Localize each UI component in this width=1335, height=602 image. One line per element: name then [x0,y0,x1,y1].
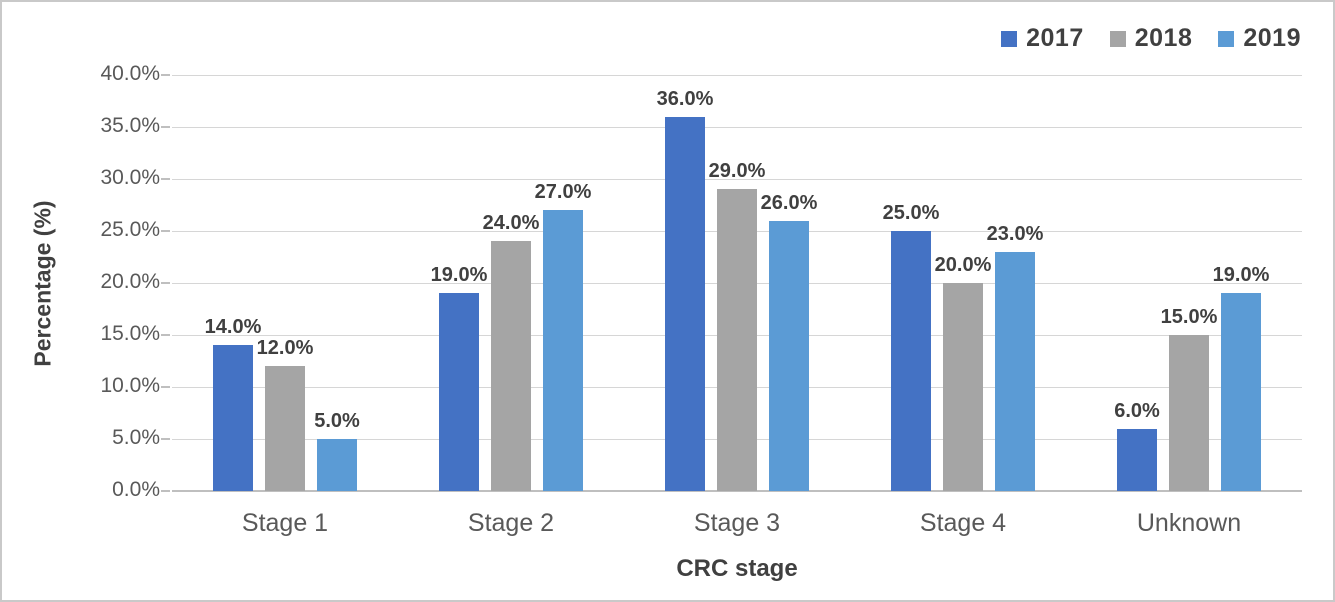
bar-2018-stage-3: 29.0% [709,160,765,491]
x-category-label: Stage 3 [693,509,781,537]
bar-2017-stage-3: 36.0% [657,88,713,491]
legend-item-2017: 2017 [1001,24,1084,53]
chart-legend: 2017 2018 2019 [1001,24,1301,53]
data-label: 29.0% [708,160,766,183]
y-axis-tick [161,126,170,128]
y-axis-tick [161,178,170,180]
bar-2019-unknown: 19.0% [1213,264,1269,491]
legend-item-2018: 2018 [1109,24,1193,53]
data-label: 15.0% [1160,306,1218,328]
x-axis-line [172,490,1302,492]
bar-group-stage-4: 25.0% 20.0% 23.0% [850,75,1076,491]
bar-2018-stage-2: 24.0% [483,212,539,491]
y-axis-tick-label: 15.0% [100,322,160,345]
bar-2018-stage-4: 20.0% [935,254,991,491]
x-axis-title: CRC stage [676,555,798,582]
bar-group-stage-1: 14.0% 12.0% 5.0% [172,75,398,491]
y-axis-tick [161,490,170,492]
y-axis-tick [161,282,170,284]
data-label: 23.0% [986,222,1044,245]
legend-label: 2018 [1134,24,1193,52]
y-axis-title-text: Percentage (%) [29,199,56,367]
data-label: 26.0% [760,191,818,214]
gridline [172,126,1302,128]
data-label: 24.0% [482,212,540,235]
y-axis-tick-label: 0.0% [112,478,160,501]
y-axis-tick [161,438,170,440]
gridline [172,74,1302,76]
x-category-label: Unknown [1136,509,1242,537]
y-axis-tick-label: 5.0% [112,426,160,449]
data-label: 20.0% [934,254,992,276]
y-axis-tick-label: 35.0% [100,114,160,137]
bar-2019-stage-1: 5.0% [314,410,360,491]
y-axis-tick [161,74,170,76]
bar-2019-stage-2: 27.0% [535,181,591,491]
data-label: 27.0% [534,181,592,204]
bar-2017-unknown: 6.0% [1114,400,1160,491]
legend-swatch-icon [1001,30,1018,47]
legend-label: 2017 [1026,24,1084,52]
data-label: 14.0% [204,316,262,339]
y-axis-tick-label: 10.0% [100,374,160,397]
bar-group-stage-3: 36.0% 29.0% 26.0% [624,75,850,491]
data-label: 19.0% [430,264,488,287]
data-label: 19.0% [1212,264,1270,287]
y-axis-tick-label: 25.0% [100,218,160,241]
legend-swatch-icon [1218,30,1235,47]
bar-group-stage-2: 19.0% 24.0% 27.0% [398,75,624,491]
y-axis-tick [161,230,170,232]
bar-2019-stage-4: 23.0% [987,223,1043,491]
gridline [172,178,1302,180]
data-label: 12.0% [256,337,314,360]
bar-2017-stage-4: 25.0% [883,202,939,491]
data-label: 6.0% [1114,399,1160,422]
data-label: 25.0% [882,202,940,224]
bar-2018-stage-1: 12.0% [257,337,313,491]
data-label: 5.0% [314,410,360,432]
x-category-label: Stage 1 [241,509,329,537]
legend-item-2019: 2019 [1218,24,1301,53]
y-axis-tick-label: 40.0% [100,62,160,85]
bar-2017-stage-1: 14.0% [205,316,261,491]
bar-2019-stage-3: 26.0% [761,192,817,491]
y-axis-tick [161,386,170,388]
legend-label: 2019 [1243,24,1301,52]
y-axis-tick-label: 20.0% [100,270,160,293]
x-category-label: Stage 2 [467,509,555,537]
x-category-label: Stage 4 [919,509,1007,537]
plot-area: 14.0% 12.0% 5.0% 19.0% 24.0% 27.0% 36.0% 29.0% 2… [161,74,1302,492]
y-axis-tick [161,334,170,336]
y-axis-tick-label: 30.0% [100,166,160,189]
data-label: 36.0% [656,87,714,110]
bar-2017-stage-2: 19.0% [431,264,487,491]
bar-group-unknown: 6.0% 15.0% 19.0% [1076,75,1302,491]
bar-2018-unknown: 15.0% [1161,306,1217,491]
legend-swatch-icon [1109,30,1126,47]
